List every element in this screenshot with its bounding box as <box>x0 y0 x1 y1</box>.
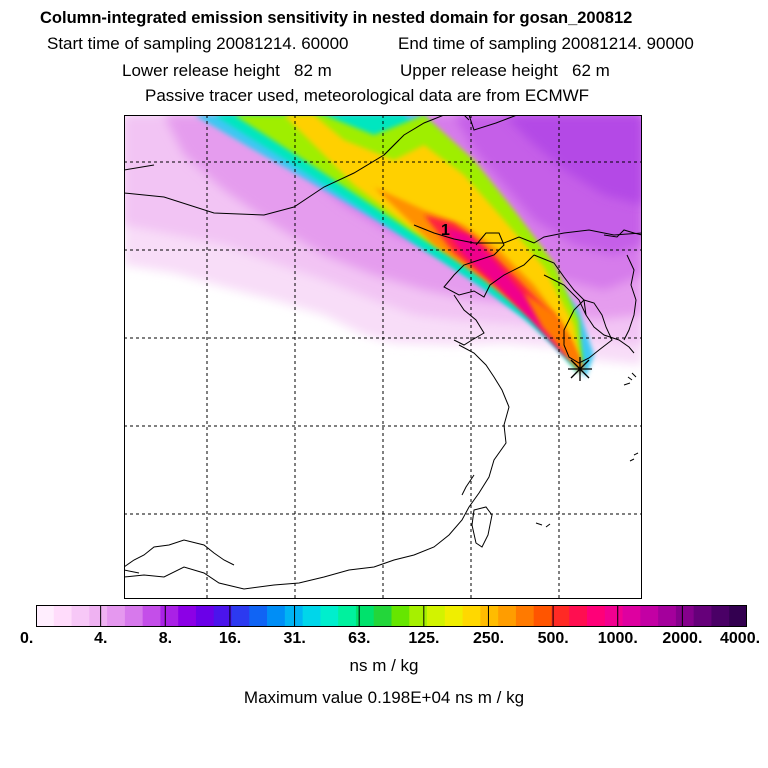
colorbar-cell <box>107 605 126 627</box>
point-label: 1 <box>441 222 450 239</box>
colorbar-cell <box>498 605 517 627</box>
colorbar-frame <box>36 605 747 627</box>
colorbar-cell <box>587 605 606 627</box>
colorbar-label: 31. <box>283 630 306 647</box>
colorbar-cell <box>658 605 677 627</box>
colorbar <box>36 605 747 627</box>
colorbar-cell <box>675 605 695 627</box>
maximum-value-label: Maximum value 0.198E+04 ns m / kg <box>243 688 525 707</box>
end-time-label: End time of sampling 20081214. 90000 <box>398 34 694 53</box>
colorbar-cell <box>195 605 215 627</box>
colorbar-cell <box>711 605 730 627</box>
colorbar-cell <box>640 605 659 627</box>
start-time-label: Start time of sampling 20081214. 60000 <box>47 34 349 53</box>
colorbar-label: 2000. <box>662 630 703 647</box>
colorbar-cell <box>338 605 357 627</box>
colorbar-cell <box>480 605 499 627</box>
colorbar-cell <box>89 605 108 627</box>
plot-title: Column-integrated emission sensitivity i… <box>40 9 633 27</box>
coastlines <box>124 115 642 590</box>
colorbar-cell <box>142 605 161 627</box>
colorbar-cell <box>249 605 268 627</box>
lat-lon-grid <box>124 115 642 599</box>
colorbar-cell <box>160 605 179 627</box>
colorbar-cell <box>693 605 712 627</box>
colorbar-cell <box>533 605 552 627</box>
colorbar-cell <box>231 605 250 627</box>
colorbar-cell <box>213 605 232 627</box>
colorbar-label: 0. <box>20 630 34 647</box>
colorbar-cell <box>729 605 747 627</box>
colorbar-ticks <box>100 605 683 627</box>
colorbar-cell <box>355 605 375 627</box>
colorbar-cell <box>569 605 588 627</box>
map-frame <box>124 115 642 599</box>
colorbar-cell <box>391 605 410 627</box>
colorbar-label: 16. <box>218 630 242 647</box>
colorbar-label: 4000. <box>720 630 761 647</box>
colorbar-cell <box>36 605 55 627</box>
colorbar-cell <box>71 605 90 627</box>
tracer-label: Passive tracer used, meteorological data… <box>145 86 590 105</box>
colorbar-label: 1000. <box>597 630 638 647</box>
colorbar-cell <box>551 605 570 627</box>
colorbar-label: 8. <box>158 630 173 647</box>
colorbar-units: ns m / kg <box>349 656 419 675</box>
colorbar-cell <box>515 605 535 627</box>
colorbar-cell <box>622 605 641 627</box>
colorbar-cell <box>53 605 72 627</box>
upper-height-label: Upper release height 62 m <box>400 61 610 80</box>
lower-height-label: Lower release height 82 m <box>122 61 332 80</box>
colorbar-cell <box>604 605 623 627</box>
colorbar-cell <box>373 605 392 627</box>
colorbar-cell <box>444 605 463 627</box>
colorbar-cell <box>427 605 446 627</box>
colorbar-cell <box>462 605 481 627</box>
colorbar-label: 4. <box>94 630 108 647</box>
colorbar-cells <box>36 605 747 627</box>
colorbar-label: 250. <box>472 630 505 647</box>
emission-sensitivity-map: 1 <box>124 115 642 599</box>
colorbar-cell <box>409 605 428 627</box>
colorbar-cell <box>284 605 304 627</box>
colorbar-label: 500. <box>537 630 569 647</box>
release-point-asterisk-icon <box>568 357 592 381</box>
colorbar-cell <box>302 605 321 627</box>
colorbar-labels: 0. 4. 8. 16. 31. 63. 125. 250. 500. 1000. 2000. 400… <box>0 630 768 652</box>
colorbar-cell <box>320 605 339 627</box>
colorbar-cell <box>267 605 286 627</box>
colorbar-label: 125. <box>408 630 440 647</box>
colorbar-label: 63. <box>348 630 371 647</box>
colorbar-cell <box>124 605 144 627</box>
colorbar-cell <box>178 605 197 627</box>
